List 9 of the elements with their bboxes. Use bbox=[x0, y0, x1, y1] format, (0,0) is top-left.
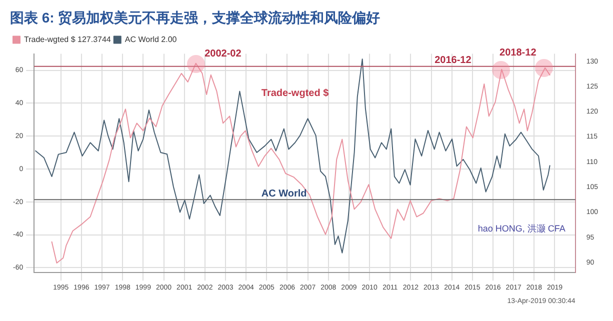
annotation: AC World bbox=[261, 188, 307, 200]
legend-label: AC World 2.00 bbox=[124, 35, 178, 44]
annotation: 2016-12 bbox=[434, 55, 472, 66]
annotation: Trade-wgted $ bbox=[261, 88, 330, 99]
annotation: 2002-02 bbox=[204, 48, 242, 60]
annotation: 2018-12 bbox=[500, 47, 537, 58]
chart-title: 图表 6: 贸易加权美元不再走强，支撑全球流动性和风险偏好 bbox=[10, 9, 380, 26]
legend-label: Trade-wgted $ 127.3744 bbox=[24, 35, 112, 44]
annotation: hao HONG, 洪灏 CFA bbox=[478, 223, 566, 234]
